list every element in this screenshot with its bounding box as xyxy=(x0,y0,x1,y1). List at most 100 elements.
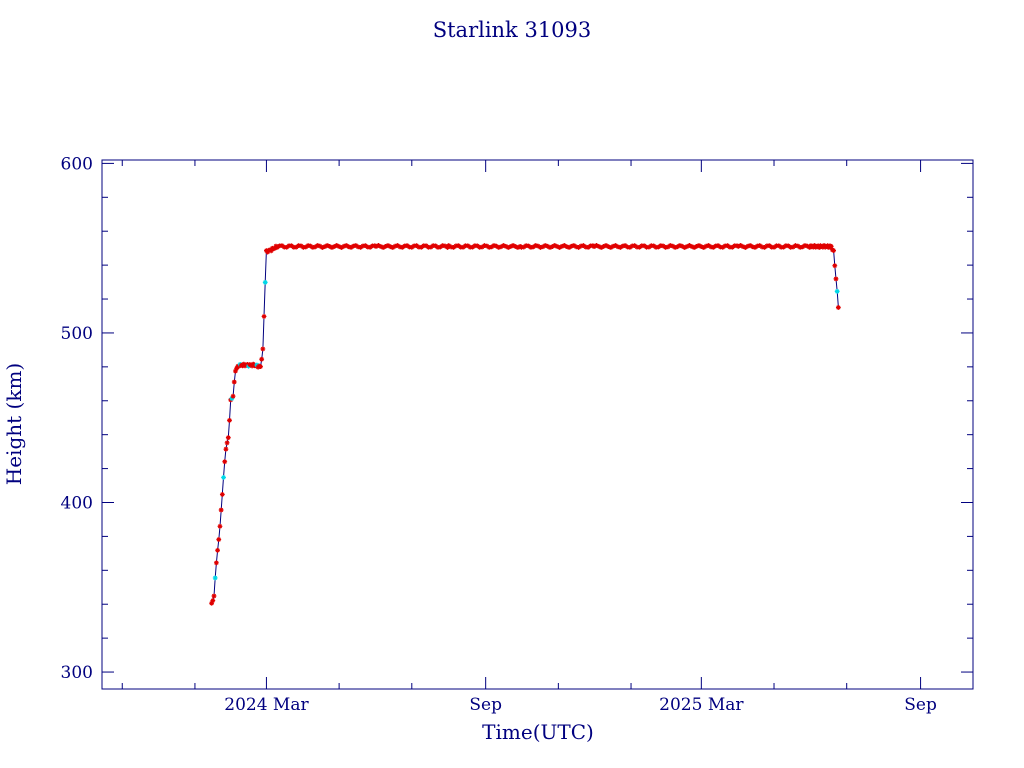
data-point xyxy=(484,243,490,249)
data-point xyxy=(670,243,676,249)
data-point xyxy=(559,243,565,249)
data-point xyxy=(835,305,841,310)
data-point xyxy=(667,243,673,248)
y-tick-label: 400 xyxy=(61,493,93,513)
data-point xyxy=(715,243,721,248)
data-point xyxy=(622,243,628,248)
data-point xyxy=(289,243,294,249)
data-point xyxy=(433,243,439,249)
data-point xyxy=(601,244,607,249)
data-point xyxy=(284,244,290,250)
data-point xyxy=(258,364,263,369)
data-point xyxy=(675,244,680,250)
data-point xyxy=(385,243,391,248)
data-point xyxy=(460,244,466,250)
data-point xyxy=(603,243,609,248)
data-point xyxy=(694,243,699,249)
data-point xyxy=(501,243,506,248)
data-point xyxy=(752,245,758,250)
data-point xyxy=(293,244,299,250)
data-point xyxy=(735,244,741,249)
data-point xyxy=(324,243,330,248)
data-point xyxy=(358,244,363,250)
data-point xyxy=(687,243,692,248)
data-point xyxy=(451,244,456,250)
data-point xyxy=(785,243,791,249)
data-point xyxy=(219,492,225,497)
data-point xyxy=(298,243,304,249)
data-point xyxy=(580,243,586,248)
data-point xyxy=(334,243,340,248)
data-point xyxy=(566,245,572,250)
data-point xyxy=(832,263,838,269)
data-point xyxy=(317,243,323,249)
data-point xyxy=(542,243,548,248)
data-point xyxy=(701,245,707,250)
data-point xyxy=(254,362,260,368)
data-point xyxy=(336,244,342,249)
plot-frame xyxy=(101,159,974,690)
x-tick-label: Sep xyxy=(904,695,937,715)
data-point xyxy=(613,243,618,248)
series-line xyxy=(211,244,839,604)
data-point xyxy=(776,243,782,249)
data-series xyxy=(209,243,841,606)
data-point xyxy=(437,244,443,250)
x-tick-label: 2024 Mar xyxy=(224,695,309,715)
data-point xyxy=(409,244,415,250)
data-point xyxy=(351,243,356,249)
data-point xyxy=(743,245,748,250)
data-point xyxy=(696,243,702,248)
data-point xyxy=(651,243,657,249)
data-point xyxy=(383,243,388,249)
data-point xyxy=(353,243,359,248)
data-point xyxy=(367,244,373,250)
data-point xyxy=(833,276,839,282)
data-point xyxy=(510,243,516,248)
data-point xyxy=(229,396,235,401)
data-point xyxy=(533,243,539,248)
data-point xyxy=(234,365,240,371)
data-point xyxy=(303,244,309,250)
data-point xyxy=(710,245,716,250)
data-point xyxy=(646,244,652,250)
data-point xyxy=(230,393,236,399)
data-point xyxy=(428,244,434,250)
data-point xyxy=(320,245,325,250)
data-point xyxy=(259,356,265,362)
data-point xyxy=(329,245,335,250)
data-point xyxy=(627,244,633,250)
data-point xyxy=(703,243,709,249)
data-point xyxy=(215,547,220,553)
axis-ticks: 2024 Mar Sep 2025 Mar Sep 300 400 500 600 xyxy=(61,154,973,715)
data-point xyxy=(348,245,354,250)
data-point xyxy=(598,245,604,250)
data-point xyxy=(729,244,735,250)
data-point xyxy=(339,245,344,250)
data-point xyxy=(505,245,511,250)
data-point xyxy=(341,243,347,249)
data-point xyxy=(740,244,746,250)
data-point xyxy=(223,446,229,452)
data-point xyxy=(217,523,223,529)
data-point xyxy=(802,243,808,248)
data-point xyxy=(632,243,638,249)
data-point xyxy=(594,243,599,248)
data-point xyxy=(225,435,231,441)
data-point xyxy=(231,379,237,385)
data-point xyxy=(392,243,398,249)
data-point xyxy=(513,244,518,249)
data-point xyxy=(474,243,480,249)
data-point xyxy=(571,243,577,248)
data-point xyxy=(404,243,410,248)
data-point xyxy=(538,245,543,250)
data-point xyxy=(738,243,744,248)
data-point xyxy=(656,244,661,250)
data-point xyxy=(535,243,541,249)
data-point xyxy=(747,243,753,248)
data-point xyxy=(684,244,690,249)
data-point xyxy=(503,243,509,249)
data-point xyxy=(672,245,678,250)
data-point xyxy=(605,244,611,249)
data-point xyxy=(831,248,836,253)
